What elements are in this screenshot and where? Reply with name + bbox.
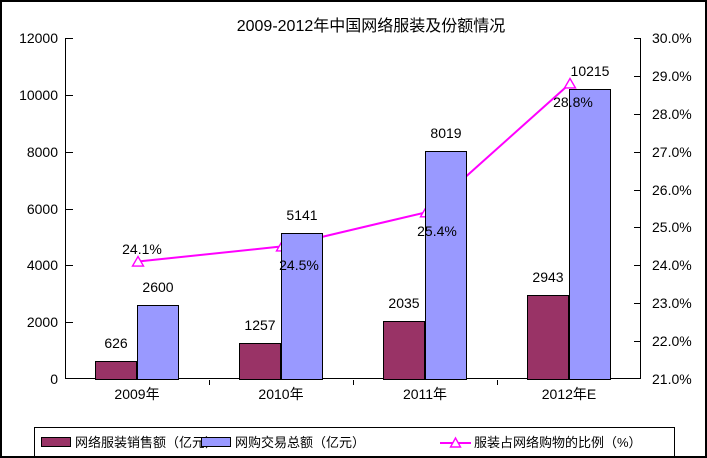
y-axis-left-tick-mark bbox=[66, 265, 73, 267]
y-axis-left-tick-label: 12000 bbox=[19, 30, 58, 46]
bar-value-label: 2600 bbox=[142, 279, 174, 296]
y-axis-right-tick-label: 27.0% bbox=[652, 143, 692, 160]
line-marker-triangle bbox=[563, 77, 577, 89]
y-axis-right-tick-label: 26.0% bbox=[652, 181, 692, 198]
line-marker-triangle bbox=[131, 255, 145, 267]
y-axis-right-tick-label: 23.0% bbox=[652, 295, 692, 312]
y-axis-left-tick-label: 4000 bbox=[26, 257, 58, 274]
legend-label: 网络服装销售额（亿元） bbox=[75, 435, 219, 450]
x-axis-category-label: 2010年 bbox=[258, 386, 304, 402]
legend-swatch-total bbox=[201, 437, 231, 447]
y-axis-left-tick-mark bbox=[66, 322, 73, 324]
y-axis-left-tick-mark bbox=[66, 208, 73, 210]
bar-sales bbox=[527, 295, 569, 380]
bar-sales bbox=[95, 361, 137, 380]
chart-title: 2009-2012年中国网络服装及份额情况 bbox=[236, 18, 506, 35]
bar-value-label: 8019 bbox=[430, 125, 462, 142]
y-axis-right-tick-label: 30.0% bbox=[652, 30, 692, 46]
bar-sales bbox=[239, 343, 281, 380]
bar-value-label: 2943 bbox=[532, 269, 564, 286]
y-axis-right-tick-label: 21.0% bbox=[652, 371, 692, 387]
y-axis-right-tick-label: 22.0% bbox=[652, 333, 692, 350]
y-axis-left-tick-label: 8000 bbox=[26, 143, 58, 160]
bar-value-label: 2035 bbox=[388, 295, 420, 312]
y-axis-left-tick-label: 6000 bbox=[26, 200, 58, 217]
line-point-label: 25.4% bbox=[417, 223, 457, 240]
line-point-label: 24.1% bbox=[122, 240, 162, 257]
legend-line-marker bbox=[440, 436, 471, 449]
y-axis-left-tick-label: 10000 bbox=[19, 86, 58, 103]
y-axis-right-tick-mark bbox=[634, 38, 641, 39]
bar-value-label: 626 bbox=[104, 335, 128, 352]
bar-total bbox=[281, 232, 323, 380]
y-axis-right-tick-mark bbox=[634, 151, 641, 153]
bar-value-label: 10215 bbox=[570, 62, 610, 79]
y-axis-left-tick-label: 0 bbox=[50, 371, 58, 387]
y-axis-right-tick-mark bbox=[634, 227, 641, 229]
legend-line-icon bbox=[440, 436, 471, 448]
y-axis-right-tick-label: 25.0% bbox=[652, 219, 692, 236]
y-axis-right-tick-label: 29.0% bbox=[652, 67, 692, 84]
legend-label: 服装占网络购物的比例（%） bbox=[474, 435, 642, 450]
legend-swatch-sales bbox=[41, 437, 71, 447]
y-axis-right-tick-mark bbox=[634, 75, 641, 77]
y-axis-left-tick-mark bbox=[66, 38, 73, 39]
x-axis-category-label: 2011年 bbox=[402, 386, 448, 402]
x-axis-category-label: 2012年E bbox=[541, 386, 597, 402]
legend-label: 网购交易总额（亿元） bbox=[235, 435, 366, 450]
y-axis-right-tick-mark bbox=[634, 113, 641, 115]
bar-total bbox=[569, 88, 611, 380]
x-axis-tick-mark bbox=[209, 380, 210, 385]
y-axis-left-tick-mark bbox=[66, 151, 73, 153]
y-axis-right-tick-mark bbox=[634, 341, 641, 343]
line-point-label: 28.8% bbox=[553, 94, 593, 111]
y-axis-right-tick-label: 28.0% bbox=[652, 105, 692, 122]
bar-total bbox=[137, 305, 179, 380]
bar-value-label: 5141 bbox=[286, 206, 318, 223]
y-axis-right-tick-label: 24.0% bbox=[652, 257, 692, 274]
x-axis-tick-mark bbox=[497, 380, 498, 385]
x-axis-category-label: 2009年 bbox=[114, 386, 160, 402]
y-axis-right-tick-mark bbox=[634, 265, 641, 267]
y-axis-right-tick-mark bbox=[634, 303, 641, 305]
plot-area bbox=[65, 38, 641, 379]
bar-sales bbox=[383, 321, 425, 380]
bar-total bbox=[425, 151, 467, 380]
y-axis-left-tick-label: 2000 bbox=[26, 314, 58, 331]
y-axis-right-tick-mark bbox=[634, 189, 641, 191]
bar-value-label: 1257 bbox=[244, 317, 276, 334]
legend: 网络服装销售额（亿元） 网购交易总额（亿元） 服装占网络购物的比例（%） bbox=[34, 427, 675, 456]
y-axis-left-tick-mark bbox=[66, 94, 73, 96]
x-axis-tick-mark bbox=[353, 380, 354, 385]
line-point-label: 24.5% bbox=[279, 257, 319, 274]
